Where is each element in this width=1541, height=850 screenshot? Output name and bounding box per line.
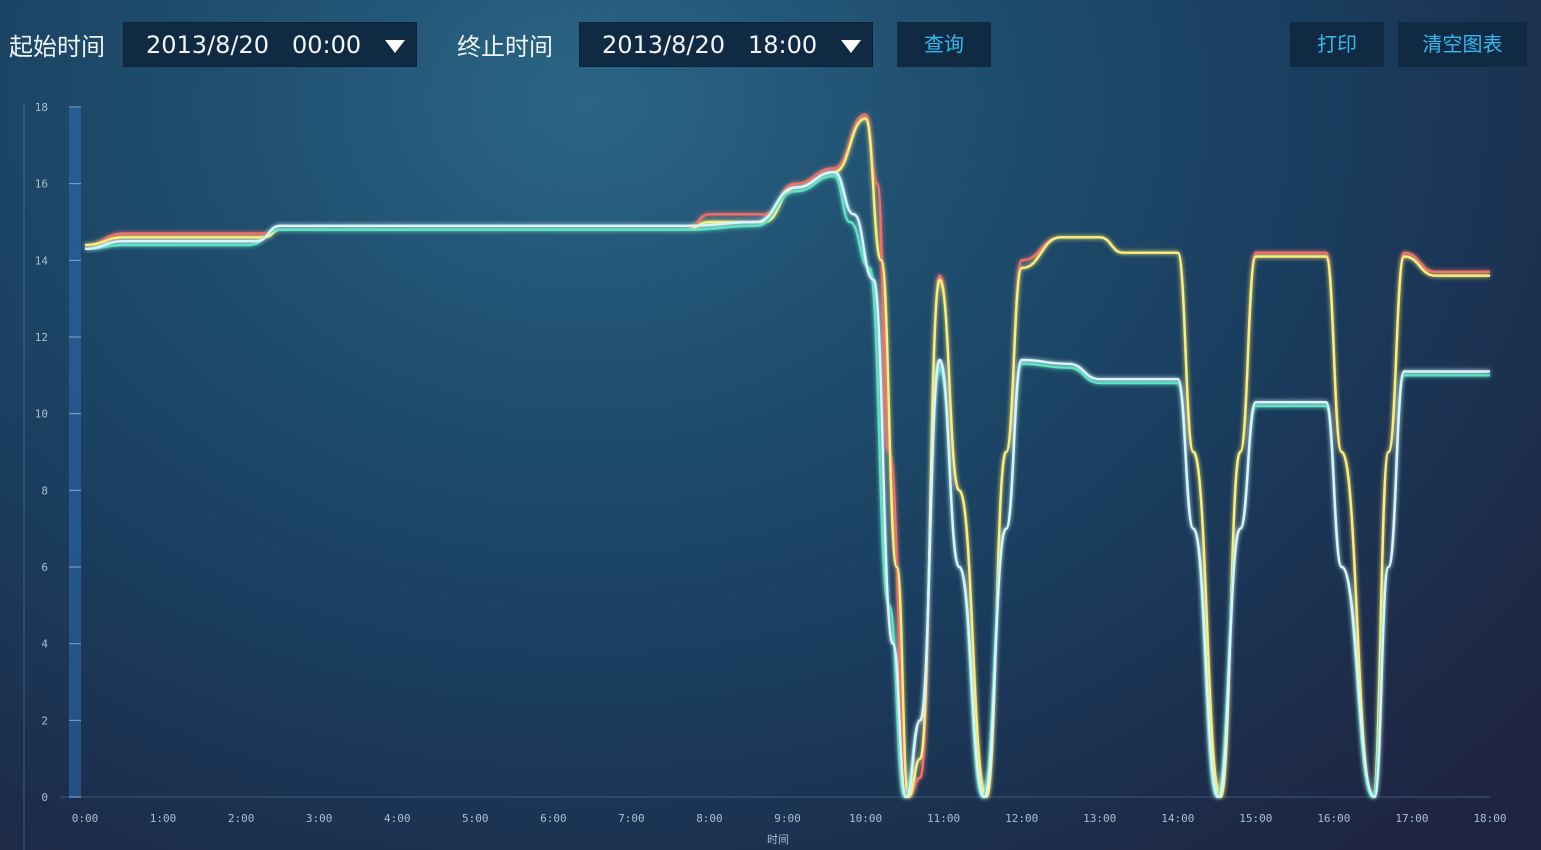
y-tick-labels: 0 2 4 6 8 10 12 14 16 18 xyxy=(35,101,81,804)
end-time-value: 18:00 xyxy=(748,31,818,59)
y-tick-label: 2 xyxy=(41,714,48,727)
x-tick-label: 17:00 xyxy=(1395,812,1428,825)
y-tick-label: 12 xyxy=(35,331,48,344)
start-time-value: 00:00 xyxy=(292,31,362,59)
x-tick-label: 6:00 xyxy=(540,812,567,825)
y-tick-label: 16 xyxy=(35,178,48,191)
chevron-down-icon[interactable] xyxy=(841,40,861,53)
x-tick-label: 9:00 xyxy=(774,812,801,825)
series-line-4 xyxy=(84,171,1490,799)
x-tick-label: 10:00 xyxy=(849,812,882,825)
x-tick-label: 2:00 xyxy=(228,812,255,825)
end-time-label: 终止时间 xyxy=(457,33,553,61)
end-date-value: 2013/8/20 xyxy=(602,31,726,59)
x-tick-label: 0:00 xyxy=(72,812,99,825)
query-button[interactable]: 查询 xyxy=(897,22,991,67)
x-tick-label: 11:00 xyxy=(927,812,960,825)
y-tick-label: 6 xyxy=(41,561,48,574)
start-time-label: 起始时间 xyxy=(9,33,105,61)
series-line-3 xyxy=(84,174,1490,799)
x-tick-label: 1:00 xyxy=(150,812,177,825)
print-button[interactable]: 打印 xyxy=(1290,22,1384,67)
y-tick-label: 18 xyxy=(35,101,48,114)
y-tick-label: 10 xyxy=(35,408,48,421)
series-line-2 xyxy=(84,117,1490,799)
y-axis-bar xyxy=(69,108,81,798)
x-tick-label: 15:00 xyxy=(1239,812,1272,825)
chevron-down-icon[interactable] xyxy=(385,40,405,53)
start-date-value: 2013/8/20 xyxy=(146,31,270,59)
x-tick-label: 12:00 xyxy=(1005,812,1038,825)
y-tick-label: 8 xyxy=(41,484,48,497)
y-tick-label: 14 xyxy=(35,254,49,267)
toolbar: 起始时间 2013/8/20 00:00 终止时间 2013/8/20 18:0… xyxy=(0,0,1541,90)
x-tick-label: 4:00 xyxy=(384,812,411,825)
series-line-1 xyxy=(84,113,1490,799)
clear-chart-button[interactable]: 清空图表 xyxy=(1398,22,1527,67)
x-tick-label: 5:00 xyxy=(462,812,489,825)
x-tick-label: 13:00 xyxy=(1083,812,1116,825)
x-tick-label: 18:00 xyxy=(1473,812,1506,825)
x-tick-labels: 0:00 1:00 2:00 3:00 4:00 5:00 6:00 7:00 8:00 9:00… xyxy=(72,812,1507,825)
start-time-select[interactable]: 2013/8/20 00:00 xyxy=(123,22,417,67)
x-tick-label: 16:00 xyxy=(1317,812,1350,825)
y-tick-label: 0 xyxy=(41,791,48,804)
x-tick-label: 3:00 xyxy=(306,812,333,825)
x-tick-label: 7:00 xyxy=(618,812,645,825)
y-tick-label: 4 xyxy=(41,638,48,651)
line-chart: 0 2 4 6 8 10 12 14 16 18 0:00 1:00 2:00 3:00 4:00 5:00… xyxy=(23,101,1507,850)
x-tick-label: 14:00 xyxy=(1161,812,1194,825)
x-axis-label: 时间 xyxy=(767,833,789,846)
series-group xyxy=(84,113,1490,799)
end-time-select[interactable]: 2013/8/20 18:00 xyxy=(579,22,873,67)
x-tick-label: 8:00 xyxy=(696,812,723,825)
